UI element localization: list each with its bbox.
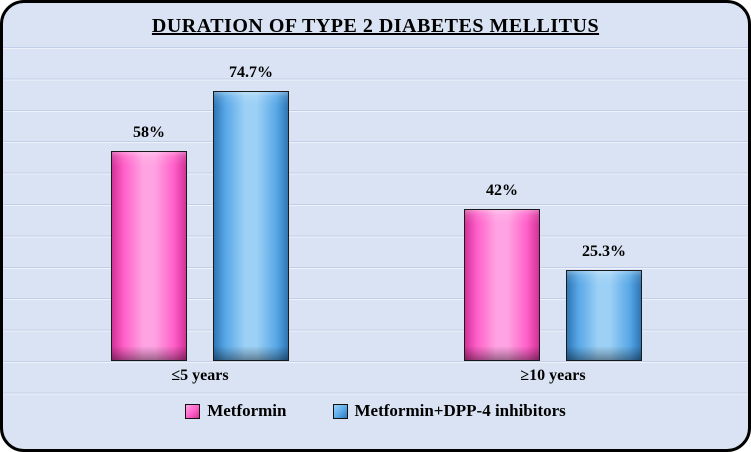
bar-metformin-dpp-4-inhibitors-10-years	[566, 270, 642, 361]
bar-metformin-5-years	[111, 151, 187, 361]
bar-metformin-10-years	[464, 209, 540, 361]
value-label-metformin-10-years: 42%	[486, 182, 518, 199]
bar-metformin-dpp-4-inhibitors-5-years	[213, 91, 289, 361]
value-label-metformin-dpp-4-inhibitors-5-years: 74.7%	[229, 64, 273, 81]
legend: Metformin Metformin+DPP-4 inhibitors	[3, 401, 748, 421]
chart-title: DURATION OF TYPE 2 DIABETES MELLITUS	[151, 15, 600, 37]
legend-item-metformin-dpp-4-inhibitors: Metformin+DPP-4 inhibitors	[332, 401, 566, 421]
legend-item-metformin: Metformin	[185, 401, 287, 421]
plot-area: 58% 74.7% ≤5 years 42% 25.3% ≥10 years	[3, 3, 748, 449]
value-label-metformin-dpp-4-inhibitors-10-years: 25.3%	[582, 243, 626, 260]
legend-marker-metformin-dpp-4-inhibitors-icon	[332, 403, 348, 419]
value-label-metformin-5-years: 58%	[133, 124, 165, 141]
category-label-5-years: ≤5 years	[171, 367, 229, 384]
legend-marker-metformin-icon	[185, 403, 201, 419]
legend-label-metformin-dpp-4-inhibitors: Metformin+DPP-4 inhibitors	[354, 401, 566, 420]
category-label-10-years: ≥10 years	[520, 367, 586, 384]
legend-label-metformin: Metformin	[207, 401, 287, 420]
